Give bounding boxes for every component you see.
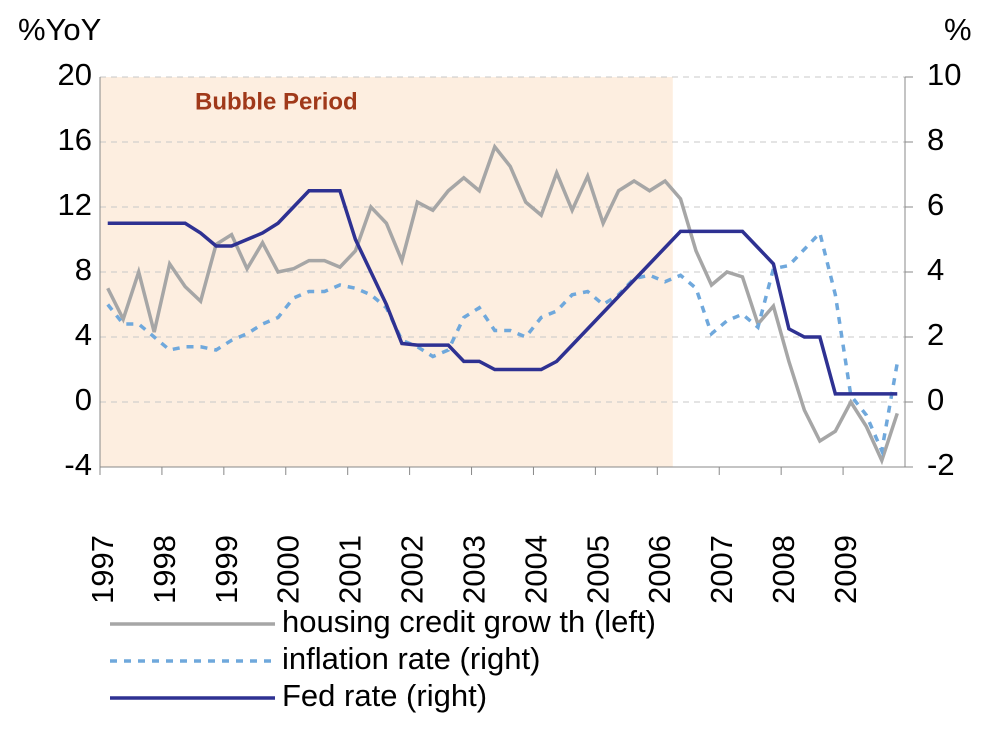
y2-tick-label: -2 xyxy=(927,447,955,482)
y-tick-label: 16 xyxy=(58,122,92,157)
y2-tick-label: 8 xyxy=(927,122,944,157)
y2-tick-label: 0 xyxy=(927,382,944,417)
x-tick-label: 1999 xyxy=(209,535,244,604)
x-tick-label: 2009 xyxy=(828,535,863,604)
y-tick-label: 20 xyxy=(58,57,92,92)
y2-tick-label: 10 xyxy=(927,57,961,92)
x-tick-label: 1998 xyxy=(147,535,182,604)
legend-label: Fed rate (right) xyxy=(282,678,487,713)
x-tick-label: 2008 xyxy=(766,535,801,604)
y2-tick-label: 6 xyxy=(927,187,944,222)
x-tick-label: 2006 xyxy=(642,535,677,604)
legend-label: inflation rate (right) xyxy=(282,641,540,676)
y-tick-label: 0 xyxy=(75,382,92,417)
highlight-label: Bubble Period xyxy=(195,88,358,115)
y2-tick-label: 4 xyxy=(927,252,944,287)
x-tick-label: 2003 xyxy=(456,535,491,604)
y-tick-label: -4 xyxy=(64,447,92,482)
y-axis-label: %YoY xyxy=(18,12,101,47)
x-tick-label: 1997 xyxy=(85,535,120,604)
x-tick-label: 2007 xyxy=(704,535,739,604)
y-tick-label: 8 xyxy=(75,252,92,287)
y2-axis-label: % xyxy=(944,12,972,47)
x-tick-label: 2000 xyxy=(271,535,306,604)
series-line xyxy=(106,229,899,457)
x-tick-label: 2001 xyxy=(333,535,368,604)
x-tick-label: 2005 xyxy=(580,535,615,604)
series-line xyxy=(106,143,899,466)
series-line xyxy=(107,189,898,396)
x-tick-label: 2004 xyxy=(518,535,553,604)
y-tick-label: 4 xyxy=(75,317,92,352)
legend-label: housing credit grow th (left) xyxy=(282,604,656,639)
x-tick-label: 2002 xyxy=(395,535,430,604)
y2-tick-label: 2 xyxy=(927,317,944,352)
y-tick-label: 12 xyxy=(58,187,92,222)
